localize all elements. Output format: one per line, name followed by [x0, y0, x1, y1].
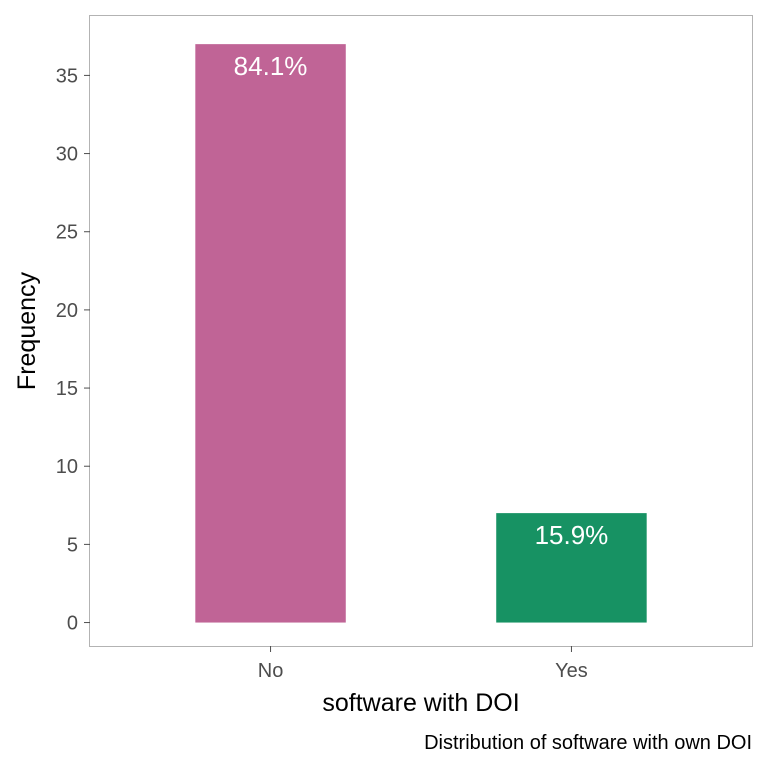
y-tick-label: 5 [67, 534, 78, 556]
y-axis-title: Frequency [13, 271, 41, 390]
y-tick-label: 15 [56, 378, 78, 400]
bar-yes [496, 513, 647, 623]
y-tick-label: 10 [56, 456, 78, 478]
y-tick-label: 0 [67, 613, 78, 635]
x-axis-title: software with DOI [322, 689, 519, 717]
bar-data-label: 84.1% [234, 51, 308, 81]
x-tick-label: No [258, 660, 284, 682]
y-tick-label: 25 [56, 222, 78, 244]
bar-data-label: 15.9% [535, 520, 609, 550]
panel-border [89, 15, 753, 647]
x-axis: No Yes [258, 646, 588, 682]
y-tick-label: 20 [56, 300, 78, 322]
bar-no [195, 44, 346, 623]
chart-caption: Distribution of software with own DOI [424, 732, 752, 754]
bar-labels: 84.1% 15.9% [234, 51, 609, 550]
y-axis: 0 5 10 15 20 25 30 35 [56, 65, 90, 635]
bars [195, 44, 647, 623]
y-tick-label: 35 [56, 65, 78, 87]
x-tick-label: Yes [555, 660, 588, 682]
y-tick-label: 30 [56, 144, 78, 166]
